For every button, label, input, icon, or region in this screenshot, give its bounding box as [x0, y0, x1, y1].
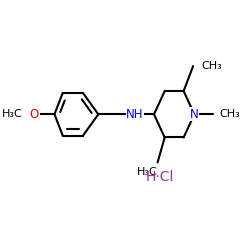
- Text: N: N: [190, 108, 199, 121]
- Text: CH₃: CH₃: [219, 109, 240, 119]
- Text: H₃C: H₃C: [136, 167, 157, 177]
- Text: H·Cl: H·Cl: [146, 170, 174, 184]
- Text: O: O: [30, 108, 39, 121]
- Text: CH₃: CH₃: [201, 61, 222, 71]
- Text: H₃C: H₃C: [2, 109, 22, 119]
- Text: NH: NH: [126, 108, 144, 121]
